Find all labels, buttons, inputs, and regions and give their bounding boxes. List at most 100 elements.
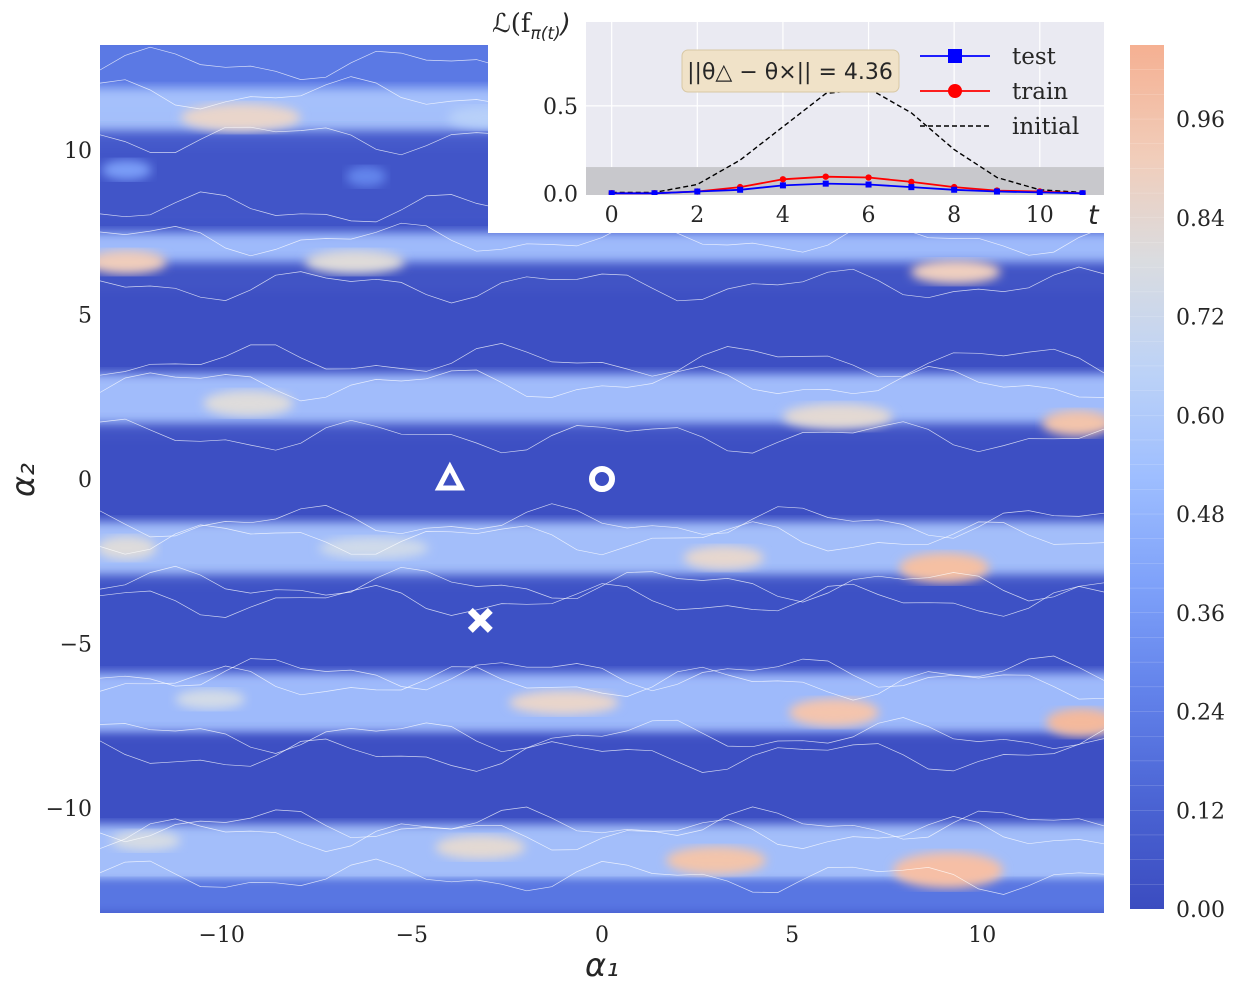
contour-line [100,665,1104,701]
series-point-test [779,182,786,189]
series-point-test [908,184,915,191]
colorbar-tick-label: 0.12 [1176,799,1225,824]
inset-y-label: ℒ(fπ(t)) [492,9,571,44]
inset-y-label-close: ) [559,9,571,39]
inset-x-tick-label: 8 [947,203,961,228]
series-point-test [1079,190,1086,195]
contour-hotspot [1042,410,1104,437]
annotation-text: ||θ△ − θ×|| = 4.36 [687,60,893,85]
main-x-tick-label: −10 [198,923,244,948]
contour-hotspot [893,852,1004,889]
circle-marker [589,466,615,492]
inset-line-chart: 0 2 4 6 8 10 0.0 0.5 ℒ(fπ(t)) t ||θ△ − θ×|| = … [488,0,1122,233]
inset-y-label-sub: π(t) [531,24,561,44]
contour-band [100,574,1104,680]
contour-hotspot [110,830,181,851]
contour-line [100,816,1104,852]
inset-x-tick-label: 6 [862,203,876,228]
contour-hotspot [899,552,990,583]
contour-hotspot [318,537,429,560]
series-point-train [908,178,915,186]
contour-line [100,717,1104,754]
point-markers [434,461,615,633]
contour-line [100,503,1104,539]
contour-line [100,266,1104,304]
inset-legend: test train initial [920,44,1079,140]
contour-line [100,858,1104,895]
inset-x-tick-label: 4 [776,203,790,228]
colorbar-tick-label: 0.60 [1176,404,1225,429]
series-point-test [1036,189,1043,195]
contour-line [100,343,1104,378]
inset-x-tick-label: 10 [1026,203,1054,228]
colorbar-tick-label: 0.96 [1176,108,1225,133]
main-x-label: α₁ [585,946,619,984]
contour-hotspot [683,545,764,570]
colorbar-tick-label: 0.48 [1176,503,1225,528]
series-point-train [822,173,829,180]
main-x-tick-label: 0 [595,923,609,948]
legend-label-test: test [1012,44,1057,70]
contour-hotspot [180,103,301,132]
contour-hotspot [203,390,294,417]
series-point-train [865,174,872,181]
series-line-test [611,182,1083,195]
main-y-tick-label: 5 [78,304,92,329]
main-x-tick-label: −5 [396,923,428,948]
colorbar-ticks: 0.00 0.12 0.24 0.36 0.48 0.60 0.72 0.84 0.96 [1176,108,1225,923]
colorbar-gradient [1130,45,1164,909]
contour-hotspot [304,250,405,274]
contour-hotspot [782,403,893,430]
series-point-test [608,190,615,195]
series-point-test [822,180,829,187]
contour-hotspot [100,536,157,561]
colorbar-tick-label: 0.36 [1176,602,1225,627]
contour-line [100,806,1104,843]
legend-marker-test [948,49,962,63]
legend-marker-train [948,84,962,98]
contour-hotspot [435,835,526,860]
main-y-tick-label: −10 [46,797,92,822]
main-x-tick-label: 10 [968,923,996,948]
contour-line [100,418,1104,454]
contour-hotspot [101,159,152,180]
contour-line [100,583,1104,618]
triangle-marker [434,461,466,491]
inset-y-axis: 0.0 0.5 [543,95,578,207]
contour-band [100,423,1104,535]
inset-x-tick-label: 2 [690,203,704,228]
inset-y-label-main: ℒ(f [492,9,533,39]
main-y-label: α₂ [4,463,42,497]
colorbar-tick-label: 0.00 [1176,898,1225,923]
inset-annotation: ||θ△ − θ×|| = 4.36 [681,49,900,93]
inset-x-tick-label: 0 [605,203,619,228]
contour-hotspot [508,690,619,715]
annotation-box [681,49,900,93]
series-point-test [993,188,1000,195]
contour-band [100,732,1104,838]
colorbar: 0.00 0.12 0.24 0.36 0.48 0.60 0.72 0.84 0.96 [1130,45,1225,923]
series-point-train [779,176,787,183]
main-y-axis: −10 −5 0 5 10 [46,139,92,822]
legend-label-train: train [1012,79,1068,105]
main-y-tick-label: 10 [64,139,92,164]
colorbar-levels [1130,69,1164,885]
contour-hotspot [666,846,767,875]
inset-y-tick-label: 0.5 [543,95,578,120]
inset-x-label: t [1088,200,1100,231]
main-y-tick-label: 0 [78,468,92,493]
contour-line [100,565,1104,603]
series-point-test [651,190,658,195]
contour-line [100,521,1104,556]
main-x-axis: −10 −5 0 5 10 [198,923,996,948]
contour-line [100,365,1104,402]
contour-hotspot [1046,708,1104,737]
inset-x-axis: 0 2 4 6 8 10 [605,203,1054,228]
cross-marker [467,607,493,633]
main-y-tick-label: −5 [60,632,92,657]
series-point-test [951,186,958,193]
contour-line [100,738,1104,773]
contour-hotspot [175,689,246,710]
contour-hotspot [346,166,387,187]
colorbar-tick-label: 0.24 [1176,701,1225,726]
